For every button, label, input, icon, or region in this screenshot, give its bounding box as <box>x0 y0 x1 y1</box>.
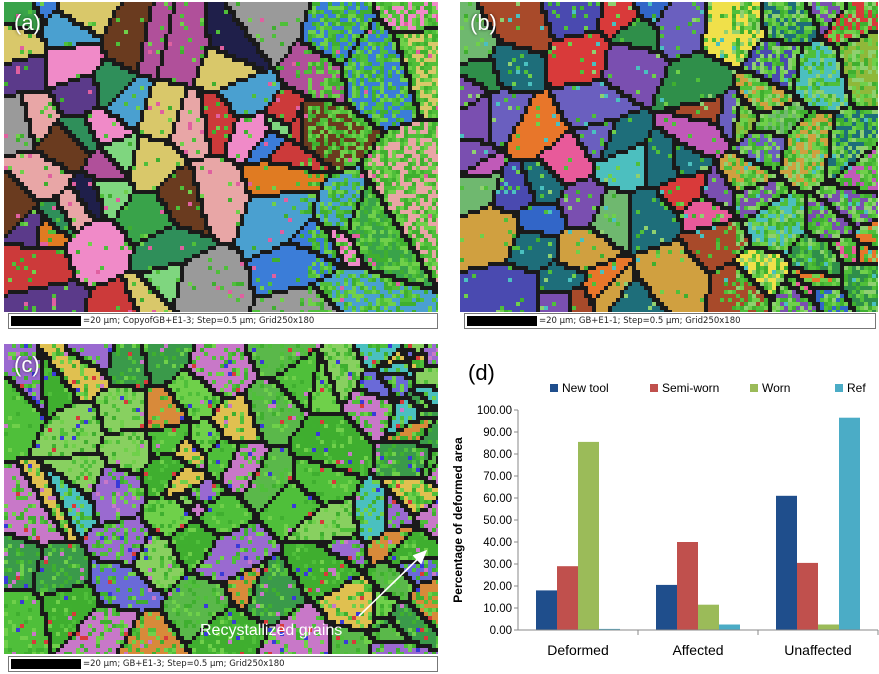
bar <box>599 628 620 630</box>
legend-swatch <box>550 384 558 392</box>
y-tick-label: 10.00 <box>483 603 512 615</box>
bar <box>656 584 677 630</box>
y-tick-label: 80.00 <box>483 449 512 461</box>
scale-caption-b: =20 µm; GB+E1-1; Step=0.5 µm; Grid250x18… <box>464 313 876 329</box>
bar <box>797 562 818 630</box>
grain-map <box>4 344 438 654</box>
y-tick-label: 100.00 <box>477 405 512 417</box>
deformation-bar-chart: (d) New tool Semi-worn Worn Ref 0.00 10.00 20… <box>451 360 879 658</box>
bar <box>557 566 578 630</box>
scale-bar-a <box>11 315 81 326</box>
legend-label: New tool <box>562 381 609 395</box>
panel-label-c: (c) <box>14 352 40 378</box>
bar <box>698 604 719 630</box>
caption-text-c: =20 µm; GB+E1-3; Step=0.5 µm; Grid250x18… <box>83 659 285 669</box>
y-axis-label: Percentage of deformed area <box>451 437 465 603</box>
grain-map <box>4 2 438 312</box>
panel-label-a: (a) <box>14 10 41 36</box>
panel-label-d: (d) <box>468 360 495 385</box>
caption-text-a: =20 µm; CopyofGB+E1-3; Step=0.5 µm; Grid… <box>83 316 314 326</box>
y-tick-label: 70.00 <box>483 471 512 483</box>
y-tick-label: 0.00 <box>490 625 512 637</box>
bar <box>719 624 740 630</box>
x-tick-label: Deformed <box>547 642 608 658</box>
legend-label: Worn <box>762 381 790 395</box>
ebsd-map-a: (a) <box>4 2 438 312</box>
y-tick-label: 90.00 <box>483 427 512 439</box>
ebsd-map-c: (c) Recystallized grains <box>4 344 438 654</box>
bar <box>839 417 860 630</box>
y-tick-label: 50.00 <box>483 515 512 527</box>
panel-label-b: (b) <box>470 10 497 36</box>
ebsd-image-a <box>4 2 438 312</box>
y-tick-label: 40.00 <box>483 537 512 549</box>
scale-bar-c <box>11 658 81 669</box>
scale-caption-c: =20 µm; GB+E1-3; Step=0.5 µm; Grid250x18… <box>8 656 438 672</box>
bar <box>578 441 599 630</box>
y-axis: 0.00 10.00 20.00 30.00 40.00 50.00 60.00 70.00 8… <box>477 405 519 637</box>
caption-text-b: =20 µm; GB+E1-1; Step=0.5 µm; Grid250x18… <box>539 316 741 326</box>
y-tick-label: 60.00 <box>483 493 512 505</box>
scale-caption-a: =20 µm; CopyofGB+E1-3; Step=0.5 µm; Grid… <box>8 313 438 329</box>
legend-swatch <box>750 384 758 392</box>
bar <box>677 542 698 630</box>
legend-label: Semi-worn <box>662 381 719 395</box>
y-tick-label: 30.00 <box>483 559 512 571</box>
x-axis: Deformed Affected Unaffected <box>518 629 879 658</box>
legend-swatch <box>650 384 658 392</box>
legend-swatch <box>835 384 843 392</box>
x-tick-label: Unaffected <box>784 642 851 658</box>
ebsd-image-c <box>4 344 438 654</box>
grain-map <box>460 2 878 312</box>
bar <box>776 495 797 630</box>
annotation-arrow <box>358 549 428 617</box>
bar <box>818 624 839 630</box>
legend-label: Ref <box>847 381 866 395</box>
ebsd-image-b <box>460 2 878 312</box>
ebsd-map-b: (b) <box>460 2 878 312</box>
recrystallized-annotation: Recystallized grains <box>200 622 342 640</box>
y-tick-label: 20.00 <box>483 581 512 593</box>
chart-legend: New tool Semi-worn Worn Ref <box>550 381 866 395</box>
bars <box>536 417 860 630</box>
scale-bar-b <box>467 315 537 326</box>
bar <box>536 590 557 630</box>
x-tick-label: Affected <box>672 642 723 658</box>
